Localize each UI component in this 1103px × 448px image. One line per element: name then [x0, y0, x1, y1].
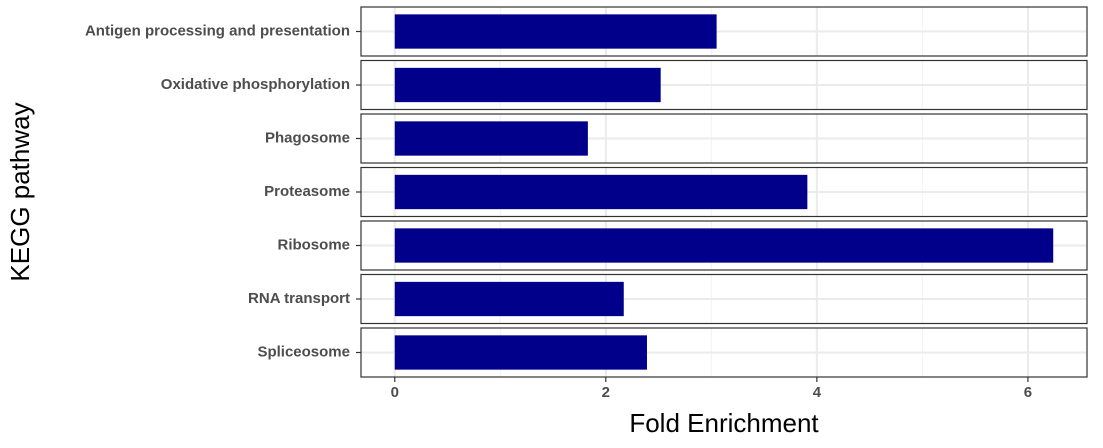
x-tick-label: 2	[602, 384, 610, 401]
y-tick-label: Phagosome	[265, 129, 350, 146]
y-tick-label: Spliceosome	[257, 343, 350, 360]
y-tick-label: Oxidative phosphorylation	[161, 76, 350, 93]
bar	[394, 281, 624, 317]
y-tick-label: Proteasome	[264, 183, 350, 200]
x-axis-title: Fold Enrichment	[629, 408, 819, 438]
x-tick-label: 0	[391, 384, 399, 401]
y-axis-title: KEGG pathway	[5, 102, 35, 281]
y-tick-label: RNA transport	[248, 290, 350, 307]
bar	[394, 67, 661, 103]
y-tick-label: Ribosome	[277, 236, 350, 253]
x-tick-label: 4	[813, 384, 822, 401]
bar	[394, 228, 1054, 263]
bar	[394, 335, 647, 370]
y-tick-label: Antigen processing and presentation	[85, 22, 350, 39]
bar	[394, 174, 808, 210]
bar	[394, 121, 588, 156]
x-tick-label: 6	[1024, 384, 1032, 401]
bar	[394, 14, 717, 49]
